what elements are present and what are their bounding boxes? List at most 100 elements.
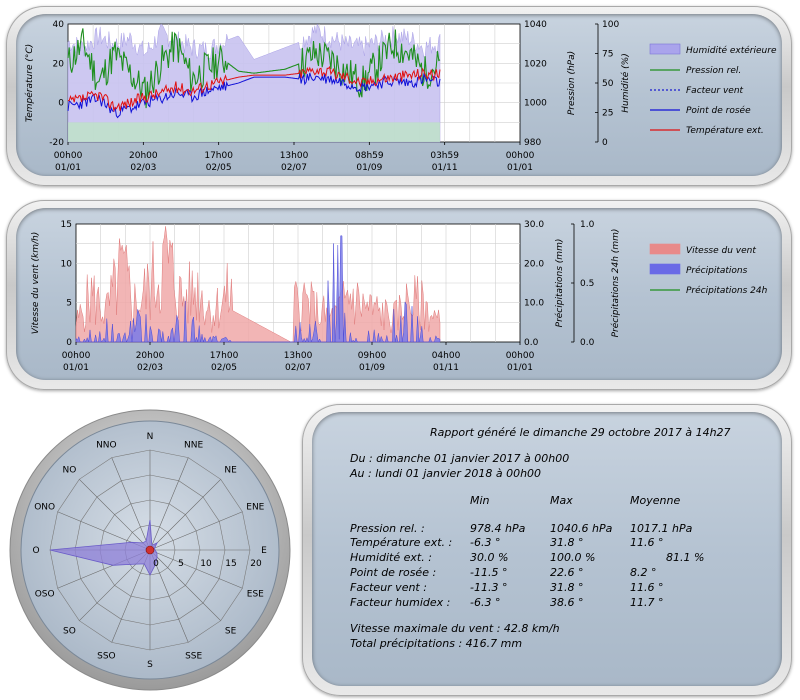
report-row-label: Point de rosée :: [350, 566, 437, 579]
x-tick-date: 02/05: [211, 363, 237, 373]
y-tick-right: 100: [602, 20, 619, 30]
report-row-max: 31.8 °: [550, 536, 584, 549]
y-axis-label-left: Vitesse du vent (km/h): [31, 232, 41, 334]
report-row-avg: 1017.1 hPa: [630, 522, 693, 535]
report-row-label: Facteur humidex :: [350, 596, 451, 609]
report-row-max: 100.0 %: [550, 551, 596, 564]
report-row-label: Humidité ext. :: [350, 551, 432, 564]
y-tick-right: 0: [602, 138, 608, 148]
rose-spoke: [149, 511, 243, 551]
rose-spoke: [111, 549, 151, 643]
rose-direction-label: NE: [224, 465, 237, 475]
x-tick-time: 17h00: [210, 351, 239, 361]
report-row-max: 1040.6 hPa: [550, 522, 613, 535]
legend-label: Précipitations 24h: [686, 285, 768, 296]
temperature-line: [67, 65, 441, 113]
wind-speed-area: [75, 226, 441, 343]
x-tick-time: 13h00: [284, 351, 313, 361]
y-tick-mid: 1040: [524, 20, 547, 30]
y-tick-mid: 1020: [524, 59, 547, 69]
y-axis-label-mid: Pression (hPa): [567, 51, 577, 115]
rose-ring-label: 15: [225, 559, 236, 569]
y-tick-mid: 10.0: [524, 299, 544, 309]
rose-ring-label: 5: [178, 559, 184, 569]
y-axis-label-left: Température (°C): [24, 44, 35, 122]
y-tick-left: 0: [66, 338, 72, 348]
legend-label: Pression rel.: [686, 66, 741, 76]
y-axis-label-mid: Précipitations (mm): [554, 239, 565, 328]
y-tick-left: 40: [53, 20, 65, 30]
x-tick-date: 02/07: [281, 163, 307, 173]
rose-spoke: [149, 549, 189, 643]
report-row-avg: 8.2 °: [630, 566, 657, 579]
x-tick-time: 13h00: [280, 151, 309, 161]
report-col-max: Max: [550, 494, 573, 507]
rose-direction-label: O: [32, 546, 39, 556]
report-row-avg: 11.6 °: [630, 581, 664, 594]
y-axis-label-right: Précipitations 24h (mm): [610, 229, 621, 338]
x-tick-date: 02/05: [206, 163, 232, 173]
legend-swatch: [649, 243, 681, 255]
y-tick-mid: 1000: [524, 99, 547, 109]
rose-direction-label: ENE: [246, 502, 264, 512]
y-tick-right: 0.5: [580, 279, 594, 289]
report-panel: Rapport généré le dimanche 29 octobre 20…: [302, 404, 792, 696]
y-tick-left: 0: [58, 99, 64, 109]
x-tick-date: 02/07: [285, 363, 311, 373]
rose-spoke: [149, 479, 221, 551]
legend-label: Température ext.: [686, 125, 764, 136]
report-row-min: 978.4 hPa: [470, 522, 526, 535]
x-tick-time: 20h00: [136, 351, 165, 361]
x-tick-time: 00h00: [506, 351, 535, 361]
x-tick-date: 01/01: [55, 163, 81, 173]
legend-label: Vitesse du vent: [686, 246, 756, 256]
x-tick-date: 01/01: [63, 363, 89, 373]
rose-direction-label: ONO: [34, 502, 55, 512]
temperature-pressure-chart: 40 20 0 -20 1040 1020 1000 980 100 75 50 25 0 Tempéra…: [24, 20, 777, 173]
rose-direction-label: NNO: [96, 441, 117, 451]
legend-swatch: [649, 43, 681, 55]
windrose-chart: N NNE NE ENE E ESE SE SSE S SSO SO OSO O ONO NO NNO 0 5 10…: [9, 409, 291, 691]
report-row-label: Facteur vent :: [350, 581, 427, 594]
rose-direction-label: OSO: [35, 590, 55, 600]
legend-label: Facteur vent: [686, 86, 744, 96]
rose-spoke: [149, 549, 221, 621]
report-content: Rapport généré le dimanche 29 octobre 20…: [302, 404, 792, 696]
rose-data-polygon: [49, 519, 158, 576]
report-row-label: Température ext. :: [350, 536, 453, 549]
wind-precip-chart: 15 10 5 0 30.0 20.0 10.0 0.0 1.0 0.5 0.0 Vitesse du…: [31, 220, 768, 373]
report-row-max: 31.8 °: [550, 581, 584, 594]
report-col-min: Min: [470, 494, 490, 507]
y-tick-mid: 980: [524, 138, 541, 148]
rose-direction-label: SO: [63, 627, 76, 637]
report-row-min: -6.3 °: [470, 536, 501, 549]
y-tick-right: 25: [602, 109, 613, 119]
report-total-precip: Total précipitations : 416.7 mm: [350, 637, 523, 650]
report-row-min: -11.3 °: [470, 581, 508, 594]
report-col-avg: Moyenne: [630, 494, 681, 507]
rose-direction-label: SE: [225, 627, 237, 637]
report-row-min: -6.3 °: [470, 596, 501, 609]
rose-direction-label: E: [261, 546, 267, 556]
x-tick-date: 02/03: [137, 363, 163, 373]
windrose-panel: N NNE NE ENE E ESE SE SSE S SSO SO OSO O ONO NO NNO 0 5 10…: [6, 406, 296, 696]
y-tick-mid: 0.0: [524, 338, 539, 348]
rose-direction-label: ESE: [247, 590, 264, 600]
rose-direction-label: S: [147, 660, 153, 670]
rose-direction-label: NNE: [184, 441, 203, 451]
rose-ring-label: 20: [250, 559, 262, 569]
y-tick-right: 50: [602, 79, 614, 89]
rose-direction-label: SSE: [185, 651, 202, 661]
rose-ring-label: 0: [153, 559, 159, 569]
report-row-max: 22.6 °: [550, 566, 584, 579]
y-tick-right: 0.0: [580, 338, 595, 348]
legend-label: Précipitations: [686, 265, 748, 276]
rose-direction-label: NO: [62, 465, 76, 475]
x-tick-time: 00h00: [62, 351, 91, 361]
x-tick-date: 01/01: [507, 363, 533, 373]
y-tick-left: 10: [61, 259, 73, 269]
x-tick-date: 01/01: [507, 163, 533, 173]
rose-spoke: [79, 479, 151, 551]
rose-ring-label: 10: [200, 559, 212, 569]
y-tick-mid: 20.0: [524, 259, 544, 269]
